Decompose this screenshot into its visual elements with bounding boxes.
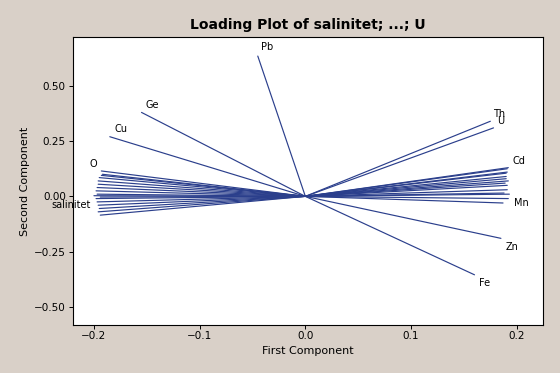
Text: Cd: Cd <box>512 156 525 166</box>
Text: U: U <box>497 116 504 126</box>
Title: Loading Plot of salinitet; ...; U: Loading Plot of salinitet; ...; U <box>190 18 426 32</box>
Text: Th: Th <box>493 109 506 119</box>
Y-axis label: Second Component: Second Component <box>20 126 30 235</box>
Text: Cu: Cu <box>114 124 127 134</box>
Text: salinitet: salinitet <box>52 200 91 210</box>
Text: O: O <box>90 159 97 169</box>
Text: Mn: Mn <box>514 198 528 208</box>
Text: Ge: Ge <box>146 100 159 110</box>
Text: Fe: Fe <box>479 278 490 288</box>
Text: Zn: Zn <box>505 242 518 252</box>
X-axis label: First Component: First Component <box>262 346 354 355</box>
Text: Pb: Pb <box>261 42 273 52</box>
